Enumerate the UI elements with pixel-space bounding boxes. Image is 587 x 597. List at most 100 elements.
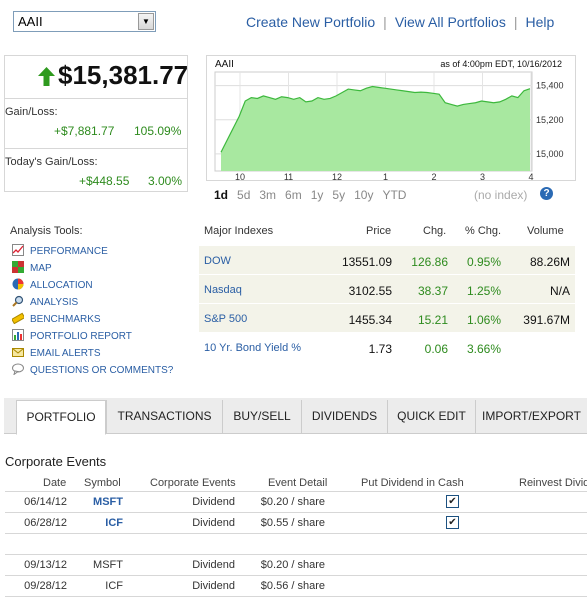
event-date: 06/14/12 [24,496,67,508]
ce-header-detail: Event Detail [268,477,328,489]
todays-gain-loss-pct: 3.00% [148,174,183,188]
analysis-tool-questions-or-comments[interactable]: QUESTIONS OR COMMENTS? [12,363,173,377]
ce-header-reinvest: Reinvest Divid [519,477,587,489]
index-price: 3102.55 [348,284,392,298]
chart-line [220,85,531,153]
index-price: 13551.09 [341,255,392,269]
time-range-6m[interactable]: 6m [285,188,302,202]
event-symbol[interactable]: MSFT [93,496,123,508]
tab-transactions[interactable]: TRANSACTIONS [106,400,222,433]
time-range-1y[interactable]: 1y [310,188,324,202]
analysis-tool-benchmarks[interactable]: BENCHMARKS [12,312,101,326]
index-change: 0.06 [424,342,448,356]
help-icon[interactable]: ? [540,187,553,200]
y-tick-label: 15,200 [536,115,564,125]
analysis-tool-performance[interactable]: PERFORMANCE [12,244,108,258]
x-tick-label: 12 [332,172,342,181]
index-pct-change: 0.95% [466,255,501,269]
index-volume: N/A [549,284,570,298]
y-tick-label: 15,400 [536,81,564,91]
tab-quick-edit[interactable]: QUICK EDIT [387,400,475,433]
indexes-header-pct: % Chg. [465,225,502,237]
put-dividend-cash-checkbox[interactable]: ✔ [446,495,459,508]
time-range-5d[interactable]: 5d [237,188,251,202]
event-detail: $0.56 / share [260,580,325,592]
analysis-tool-label: EMAIL ALERTS [30,348,101,359]
ce-header-put-cash: Put Dividend in Cash [361,477,464,489]
y-tick-label: 15,000 [536,149,564,159]
index-pct-change: 3.66% [466,342,501,356]
ce-header-event: Corporate Events [150,477,236,489]
gain-loss-pct: 105.09% [134,124,182,138]
time-range-buttons: 1d 5d 3m 6m 1y 5y 10y YTD [214,188,415,202]
chevron-down-icon[interactable]: ▼ [138,13,154,30]
tab-import-export[interactable]: IMPORT/EXPORT [475,400,587,433]
analysis-tool-map[interactable]: MAP [12,261,52,275]
index-pct-change: 1.06% [466,313,501,327]
analysis-tool-label: QUESTIONS OR COMMENTS? [30,365,174,376]
index-change: 126.86 [411,255,448,269]
analysis-tool-allocation[interactable]: ALLOCATION [12,278,93,292]
time-range-1d[interactable]: 1d [214,188,229,202]
index-pct-change: 1.25% [466,284,501,298]
bar-report-icon [12,329,24,341]
chart-as-of: as of 4:00pm EDT, 10/16/2012 [440,59,562,69]
event-symbol: MSFT [93,559,123,571]
corporate-events-title: Corporate Events [5,454,107,469]
event-date: 09/28/12 [24,580,67,592]
ce-header-date: Date [43,477,67,489]
index-name-link[interactable]: S&P 500 [204,313,248,325]
gain-loss-label: Gain/Loss: [5,106,58,118]
event-date: 09/13/12 [24,559,67,571]
time-range-10y[interactable]: 10y [354,188,374,202]
x-tick-label: 1 [383,172,388,181]
put-dividend-cash-checkbox[interactable]: ✔ [446,516,459,529]
help-link[interactable]: Help [525,14,555,30]
speech-bubble-icon [12,363,24,375]
event-symbol: ICF [105,580,123,592]
event-detail: $0.20 / share [260,559,325,571]
portfolio-select[interactable]: AAII ▼ [13,11,156,32]
event-type: Dividend [192,496,235,508]
line-chart-icon [12,244,24,256]
pie-chart-icon [12,278,24,290]
event-symbol[interactable]: ICF [105,517,123,529]
index-row: 10 Yr. Bond Yield % 1.73 0.06 3.66% [199,333,575,362]
x-tick-label: 2 [431,172,436,181]
chart-title: AAII [215,59,234,70]
analysis-tool-label: ALLOCATION [30,280,93,291]
analysis-tools-title: Analysis Tools: [10,225,83,237]
magnifier-icon [12,295,24,307]
tab-portfolio[interactable]: PORTFOLIO [16,400,106,435]
time-range-ytd[interactable]: YTD [382,188,407,202]
top-links: Create New Portfolio | View All Portfolios… [246,14,555,30]
no-index-label: (no index) [474,188,528,202]
index-name-link[interactable]: DOW [204,255,231,267]
analysis-tool-email-alerts[interactable]: EMAIL ALERTS [12,346,101,360]
time-range-3m[interactable]: 3m [259,188,277,202]
tab-buy-sell[interactable]: BUY/SELL [222,400,301,433]
time-range-5y[interactable]: 5y [332,188,346,202]
analysis-tool-portfolio-report[interactable]: PORTFOLIO REPORT [12,329,132,343]
index-price: 1455.34 [348,313,392,327]
heatmap-icon [12,261,24,273]
corporate-event-row: 06/28/12 ICF Dividend $0.55 / share ✔ [5,513,587,534]
analysis-tool-analysis[interactable]: ANALYSIS [12,295,78,309]
corporate-event-row: 09/13/12 MSFT Dividend $0.20 / share [5,555,587,576]
view-all-portfolios-link[interactable]: View All Portfolios [394,14,506,30]
index-name-link[interactable]: Nasdaq [204,284,242,296]
event-type: Dividend [192,580,235,592]
analysis-tool-label: ANALYSIS [30,297,79,308]
x-tick-label: 10 [235,172,245,181]
portfolio-select-value: AAII [18,14,43,29]
ce-header-symbol: Symbol [84,477,121,489]
index-name-link[interactable]: 10 Yr. Bond Yield % [204,342,302,354]
event-type: Dividend [192,517,235,529]
event-type: Dividend [192,559,235,571]
tab-dividends[interactable]: DIVIDENDS [301,400,387,433]
analysis-tool-label: PORTFOLIO REPORT [30,331,132,342]
gain-loss-amount: +$7,881.77 [54,124,115,138]
corporate-event-row: 06/14/12 MSFT Dividend $0.20 / share ✔ [5,492,587,513]
up-arrow-icon [38,67,55,86]
create-portfolio-link[interactable]: Create New Portfolio [246,14,376,30]
